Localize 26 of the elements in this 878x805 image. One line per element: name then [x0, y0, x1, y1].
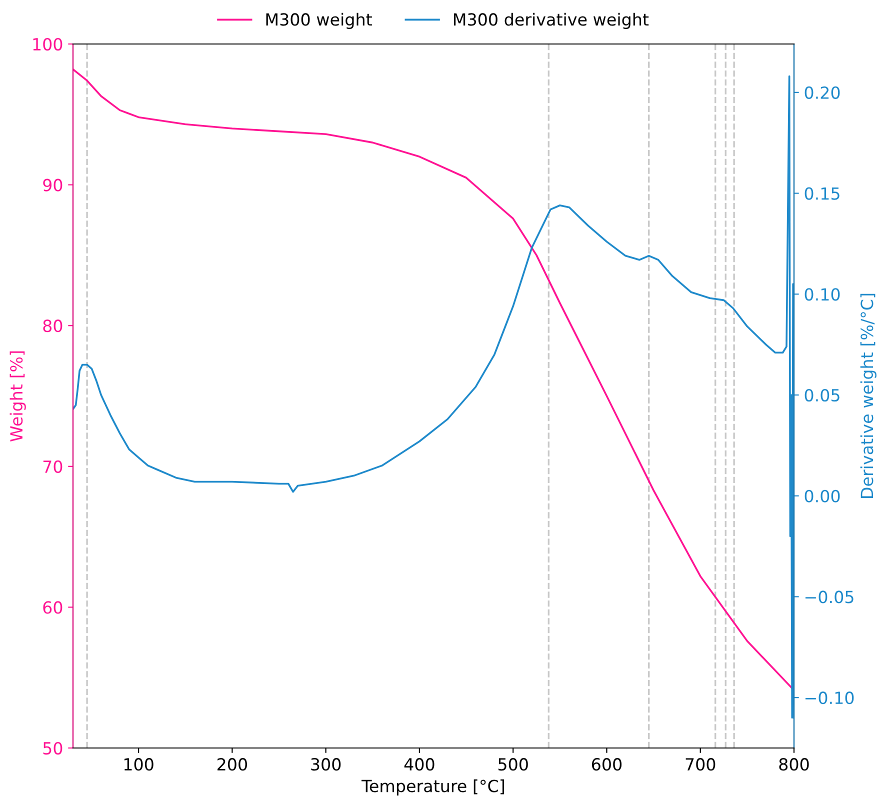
- y-tick-label: 70: [43, 460, 62, 473]
- y2-tick-label: 0.00: [804, 490, 840, 502]
- y-tick-label: 80: [43, 320, 62, 332]
- x-tick-label: 100: [124, 758, 154, 771]
- legend-label: M300 weight: [266, 12, 372, 29]
- x-tick-label: 700: [686, 758, 716, 771]
- x-axis-title: Temperature [°C]: [362, 779, 504, 796]
- y-tick-label: 100: [33, 38, 62, 51]
- x-tick-label: 500: [498, 758, 528, 771]
- y-axis-title: Weight [%]: [10, 351, 26, 442]
- x-tick-label: 300: [311, 758, 341, 771]
- legend-label: M300 derivative weight: [454, 12, 649, 29]
- y2-axis-title: Derivative weight [%/°C]: [860, 294, 876, 498]
- y2-tick-label: 0.05: [804, 388, 840, 402]
- x-tick-label: 600: [592, 758, 622, 771]
- y2-tick-label: 0.10: [804, 288, 840, 301]
- x-tick-label: 400: [404, 758, 434, 771]
- y2-tick-label: −0.10: [805, 692, 854, 704]
- y-tick-label: 60: [43, 601, 62, 614]
- y-tick-label: 50: [43, 742, 62, 755]
- y2-tick-label: −0.05: [805, 590, 854, 604]
- y2-tick-label: 0.20: [804, 86, 840, 99]
- y-tick-label: 90: [43, 178, 62, 192]
- x-tick-label: 800: [779, 758, 809, 771]
- x-tick-label: 200: [217, 758, 247, 771]
- y2-tick-label: 0.15: [804, 187, 840, 200]
